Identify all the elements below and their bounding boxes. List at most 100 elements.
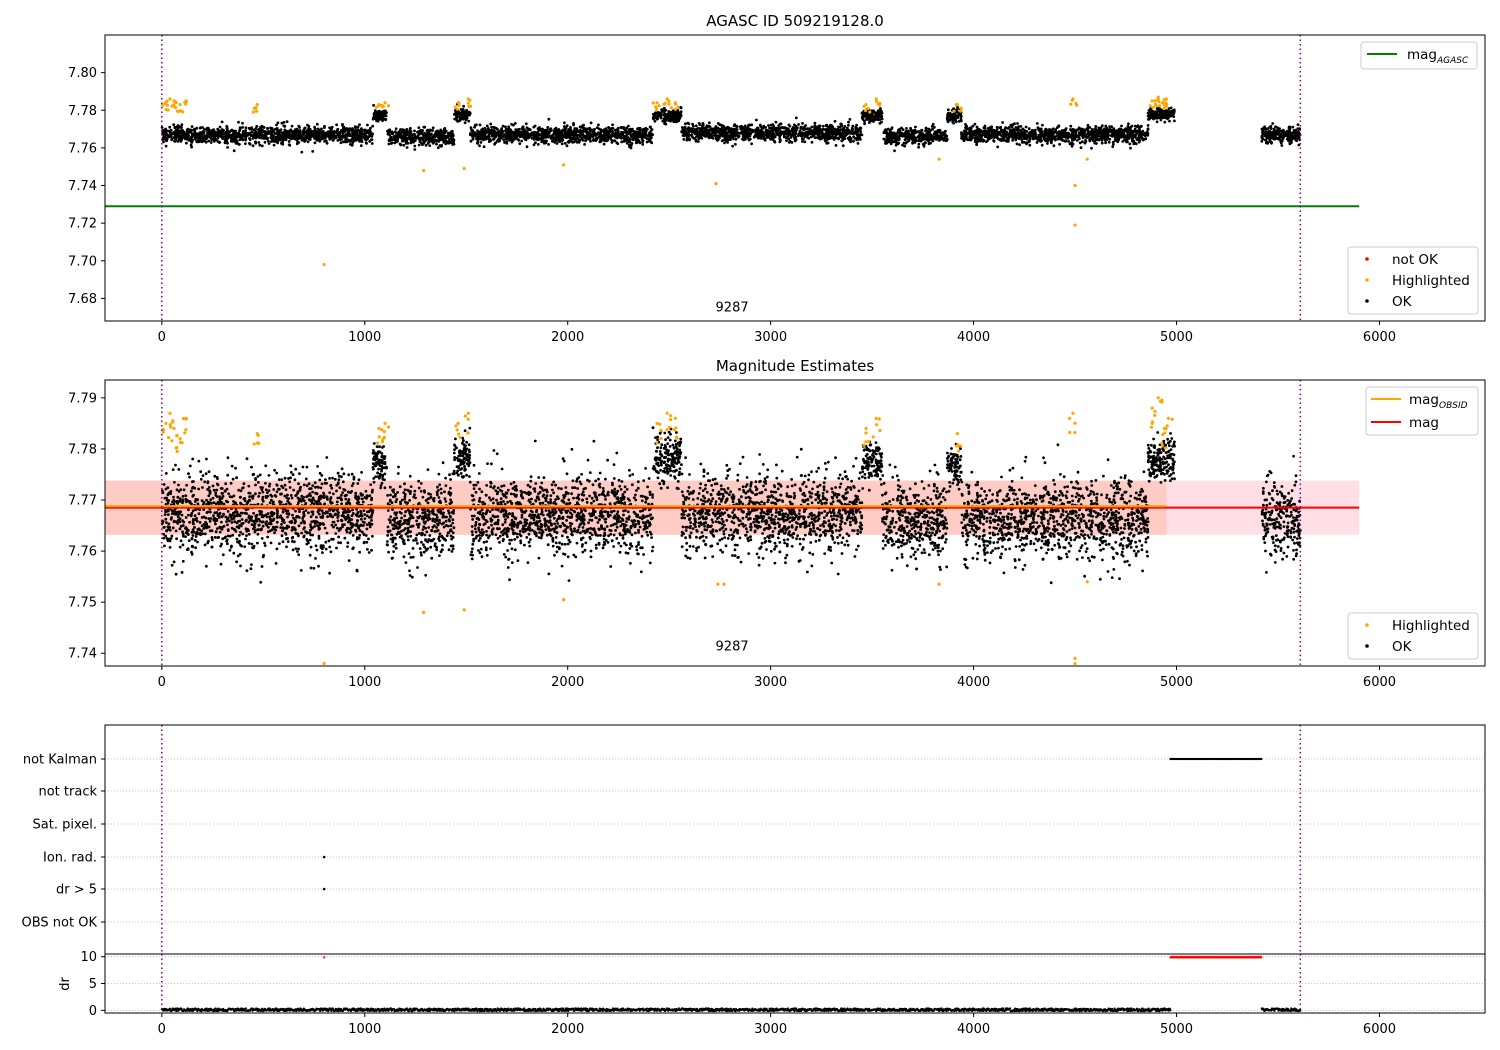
ok-point	[341, 124, 344, 127]
ok-point	[408, 131, 412, 135]
ok-point	[366, 123, 369, 127]
ok-point	[389, 131, 393, 134]
ok-point	[368, 132, 371, 136]
ok-point	[405, 131, 409, 135]
ok-point	[267, 142, 271, 145]
ok-point	[499, 136, 503, 139]
ok-point	[611, 134, 614, 138]
ok-point	[1110, 125, 1113, 129]
ok-point	[283, 125, 287, 128]
ok-point	[620, 136, 623, 140]
ok-point	[532, 125, 536, 129]
ok-point	[459, 108, 463, 111]
ok-point	[922, 142, 926, 146]
ok-point	[973, 138, 977, 142]
ok-point	[774, 129, 778, 133]
ok-point	[440, 132, 444, 136]
ok-point	[251, 144, 255, 148]
ok-point	[223, 138, 227, 142]
ok-point	[803, 140, 807, 144]
ok-point	[200, 140, 204, 144]
ok-point	[904, 141, 908, 145]
ok-point	[489, 122, 493, 126]
ok-point	[802, 137, 805, 141]
ok-point	[541, 130, 544, 134]
ok-point	[311, 150, 315, 153]
ok-point	[242, 133, 246, 137]
ok-point	[600, 138, 604, 142]
ok-point	[385, 111, 388, 115]
ok-point	[834, 136, 837, 140]
ok-point	[494, 135, 498, 139]
ok-point	[851, 124, 855, 128]
ok-point	[316, 127, 320, 131]
ok-point	[483, 126, 487, 130]
ok-point	[263, 134, 267, 138]
ok-point	[198, 126, 202, 130]
ok-point	[553, 133, 556, 136]
agasc-magnitude-panel: AGASC ID 509219128.0 7.687.707.727.747.7…	[68, 12, 1486, 345]
ok-point	[515, 134, 519, 138]
ok-point	[430, 138, 434, 142]
ok-point	[237, 120, 240, 124]
ok-point	[847, 120, 850, 124]
ok-point	[731, 133, 735, 136]
ok-point	[911, 139, 915, 143]
ok-point	[806, 136, 809, 139]
ok-point	[571, 133, 575, 136]
ok-point	[568, 128, 571, 132]
ok-point	[314, 133, 318, 137]
ok-point	[164, 133, 168, 137]
ok-point	[459, 113, 463, 116]
ok-point	[280, 121, 284, 125]
ok-point	[507, 133, 511, 137]
ok-point	[773, 135, 777, 139]
ok-point	[247, 132, 251, 136]
ok-point	[469, 139, 473, 143]
ok-point	[413, 129, 416, 133]
ok-point	[240, 137, 244, 141]
ok-point	[452, 140, 455, 144]
ok-point	[603, 130, 607, 134]
ok-point	[190, 134, 194, 138]
ok-point	[164, 144, 168, 148]
ok-point	[456, 115, 459, 118]
ok-point	[445, 139, 448, 143]
ok-point	[517, 127, 520, 131]
ok-point	[553, 127, 557, 131]
ok-point	[825, 123, 829, 127]
ok-point	[269, 132, 273, 136]
ok-point	[272, 143, 276, 147]
ok-point	[321, 130, 325, 133]
ok-point	[472, 132, 476, 135]
ok-point	[1056, 137, 1060, 141]
ok-point	[834, 144, 838, 147]
ok-point	[412, 136, 416, 140]
ok-point	[699, 136, 703, 140]
ok-point	[925, 132, 929, 136]
ok-point	[537, 136, 541, 140]
ok-point	[288, 129, 292, 133]
ok-point	[907, 133, 911, 136]
ok-point	[267, 130, 271, 133]
ok-point	[440, 144, 444, 147]
ok-point	[172, 136, 176, 140]
ok-point	[238, 138, 242, 142]
ok-point	[216, 136, 220, 140]
ok-point	[484, 137, 488, 141]
ok-point	[591, 139, 595, 142]
ok-point	[328, 137, 332, 141]
ok-point	[443, 131, 447, 135]
ok-point	[884, 140, 887, 144]
ok-point	[635, 135, 639, 139]
ok-point	[431, 126, 435, 130]
ok-point	[582, 123, 585, 127]
ok-point	[482, 145, 486, 149]
ok-point	[560, 142, 564, 146]
ok-point	[610, 127, 613, 131]
ok-point	[504, 137, 508, 141]
ok-point	[521, 132, 525, 136]
ok-point	[1011, 138, 1014, 142]
ok-point	[467, 119, 471, 123]
